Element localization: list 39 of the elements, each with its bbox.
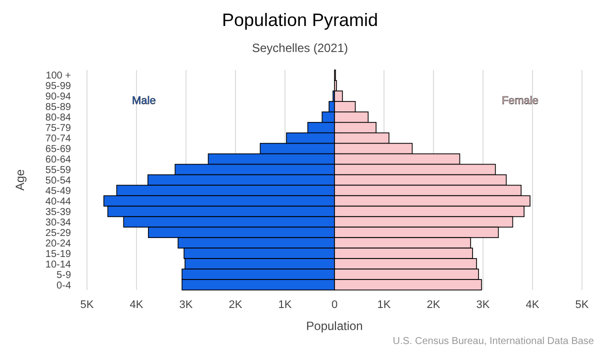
y-tick-label: 20-24 bbox=[45, 238, 72, 250]
y-tick-label: 40-44 bbox=[45, 196, 72, 208]
y-tick-label: 25-29 bbox=[45, 228, 72, 239]
y-axis-title: Age bbox=[13, 169, 27, 191]
y-tick-label: 80-84 bbox=[45, 112, 72, 124]
y-tick-label: 50-54 bbox=[45, 176, 72, 186]
y-tick-label: 0-4 bbox=[56, 280, 72, 292]
y-tick-label: 70-74 bbox=[45, 134, 72, 145]
x-tick-label: 3K bbox=[476, 299, 490, 311]
y-tick-label: 100 + bbox=[46, 70, 72, 82]
y-tick-label: 75-79 bbox=[45, 123, 72, 134]
y-tick-label: 85-89 bbox=[45, 102, 72, 114]
chart-subtitle: Seychelles (2021) bbox=[252, 41, 348, 55]
x-tick-label: 4K bbox=[130, 299, 144, 311]
x-tick-label: 0 bbox=[331, 299, 338, 311]
y-tick-label: 30-34 bbox=[45, 217, 72, 228]
x-tick-label: 5K bbox=[80, 299, 94, 311]
x-tick-label: 2K bbox=[228, 299, 243, 311]
text: Male bbox=[132, 95, 156, 107]
x-axis-title: Population bbox=[306, 319, 363, 333]
y-tick-label: 5-9 bbox=[56, 270, 72, 281]
x-tick-label: 1K bbox=[377, 299, 392, 311]
x-tick-label: 1K bbox=[278, 299, 292, 311]
x-tick-label: 2K bbox=[426, 299, 441, 311]
text: U.S. Census Bureau, International Data Base bbox=[392, 336, 594, 347]
y-tick-label: 55-59 bbox=[45, 165, 72, 176]
y-tick-label: 15-19 bbox=[45, 248, 72, 260]
y-tick-label: 65-69 bbox=[45, 144, 72, 156]
chart-title: Population Pyramid bbox=[222, 10, 378, 30]
text: Female bbox=[502, 95, 538, 107]
y-tick-label: 60-64 bbox=[45, 154, 72, 166]
y-tick-label: 10-14 bbox=[45, 259, 72, 270]
x-tick-label: 4K bbox=[526, 299, 540, 311]
y-tick-label: 35-39 bbox=[45, 206, 72, 218]
y-tick-label: 95-99 bbox=[45, 81, 72, 92]
y-tick-label: 45-49 bbox=[45, 186, 72, 197]
y-tick-label: 90-94 bbox=[45, 92, 72, 103]
x-tick-label: 3K bbox=[179, 299, 194, 311]
x-tick-label: 5K bbox=[575, 299, 590, 311]
